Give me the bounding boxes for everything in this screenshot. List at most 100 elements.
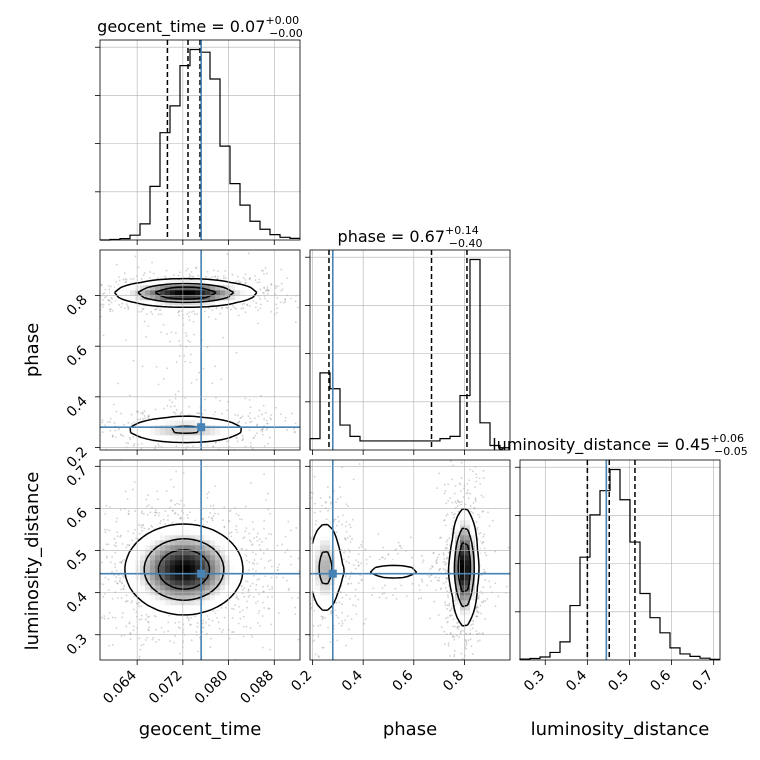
sample-point	[445, 502, 448, 505]
sample-point	[60, 428, 62, 430]
density-cell	[205, 435, 211, 441]
sample-point	[308, 692, 310, 694]
sample-point	[250, 420, 253, 423]
sample-point	[396, 552, 399, 555]
density-cell	[225, 280, 231, 286]
sample-point	[109, 310, 112, 313]
sample-point	[313, 511, 316, 514]
sample-point	[130, 601, 133, 604]
density-cell	[195, 435, 201, 441]
sample-point	[457, 510, 460, 513]
sample-point	[154, 445, 157, 448]
sample-point	[103, 528, 106, 531]
sample-point	[481, 541, 484, 544]
density-cell	[215, 565, 221, 571]
sample-point	[158, 638, 160, 641]
sample-point	[120, 534, 122, 537]
sample-point	[221, 519, 224, 522]
sample-point	[192, 445, 195, 448]
sample-point	[484, 600, 487, 602]
sample-point	[380, 556, 383, 559]
sample-point	[264, 575, 267, 578]
sample-point	[162, 377, 165, 380]
density-cell	[190, 545, 196, 551]
sample-point	[430, 574, 433, 576]
sample-point	[248, 539, 251, 542]
sample-point	[262, 404, 265, 407]
sample-point	[453, 516, 455, 519]
sample-point	[457, 625, 460, 628]
sample-point	[207, 315, 210, 318]
density-cell	[185, 550, 191, 556]
sample-point	[132, 608, 135, 611]
sample-point	[242, 588, 244, 591]
density-cell	[170, 555, 176, 561]
sample-point	[261, 428, 264, 431]
sample-point	[198, 371, 201, 374]
density-cell	[210, 555, 216, 561]
sample-point	[313, 639, 316, 642]
sample-point	[88, 417, 90, 419]
sample-point	[469, 468, 471, 471]
sample-point	[107, 543, 110, 546]
sample-point	[303, 615, 305, 617]
sample-point	[215, 441, 218, 443]
density-cell	[225, 430, 231, 436]
density-cell	[150, 285, 156, 291]
density-cell	[190, 290, 196, 296]
density-cell	[215, 575, 221, 581]
sample-point	[177, 311, 180, 314]
density-cell	[215, 285, 221, 291]
sample-point	[456, 505, 459, 507]
hist-bin	[390, 441, 400, 450]
sample-point	[211, 382, 214, 385]
sample-point	[104, 288, 107, 291]
panel-phase-vs-geocent-time-grid	[100, 250, 300, 450]
sample-point	[132, 444, 135, 447]
sample-point	[194, 519, 196, 522]
sample-point	[478, 516, 481, 518]
density-cell	[160, 565, 166, 571]
sample-point	[248, 399, 251, 401]
sample-point	[444, 604, 447, 606]
sample-point	[143, 410, 146, 412]
sample-point	[188, 405, 191, 408]
sample-point	[97, 558, 99, 560]
sample-point	[253, 417, 256, 420]
sample-point	[330, 501, 333, 504]
sample-point	[177, 274, 180, 277]
sample-point	[446, 616, 449, 619]
sample-point	[345, 503, 348, 506]
sample-point	[106, 528, 108, 531]
sample-point	[171, 521, 174, 524]
sample-point	[249, 445, 252, 448]
density-cell	[160, 435, 166, 441]
hist-bin	[130, 235, 140, 240]
hist-bin	[420, 441, 430, 450]
contour-line	[114, 277, 258, 444]
density-cell	[150, 290, 156, 296]
sample-point	[447, 596, 450, 598]
sample-point	[113, 544, 116, 547]
sample-point	[174, 503, 177, 506]
density-cell	[220, 565, 226, 571]
sample-point	[179, 516, 182, 519]
density-cell	[225, 600, 231, 606]
sample-point	[162, 323, 165, 326]
sample-point	[378, 558, 381, 561]
sample-point	[139, 524, 142, 527]
sample-point	[125, 441, 128, 444]
density-cell	[200, 595, 206, 601]
sample-point	[146, 636, 148, 639]
sample-point	[180, 411, 183, 414]
density-cell	[175, 555, 181, 561]
sample-point	[84, 438, 86, 440]
density-cell	[170, 290, 176, 296]
sample-point	[72, 441, 74, 443]
sample-point	[145, 613, 148, 616]
sample-point	[80, 575, 82, 577]
sample-point	[177, 390, 180, 393]
density-cell	[225, 550, 231, 556]
density-cell	[165, 565, 171, 571]
